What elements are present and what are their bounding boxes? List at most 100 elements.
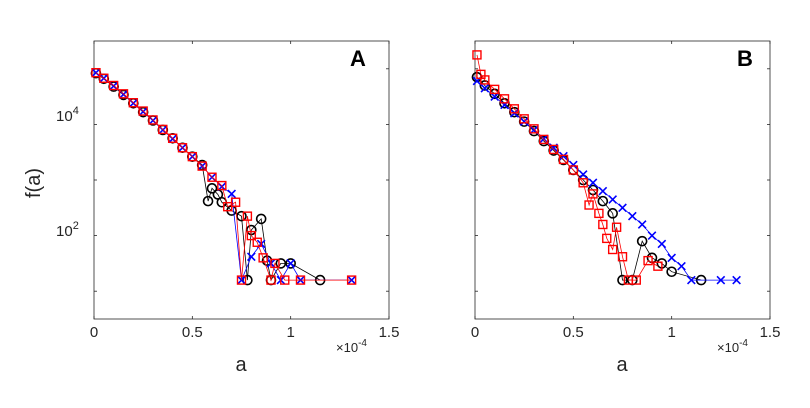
point-square-8 bbox=[167, 133, 178, 144]
point-square-13 bbox=[584, 200, 594, 210]
point-x-24 bbox=[732, 275, 741, 285]
point-x-21 bbox=[677, 261, 686, 271]
x-axis-label-b: a bbox=[616, 354, 628, 376]
point-square-7 bbox=[529, 124, 539, 134]
point-square-1 bbox=[99, 73, 109, 83]
y-tick-base-1e4: 10 bbox=[56, 108, 73, 125]
point-square-15 bbox=[594, 208, 604, 219]
series-line-circle bbox=[476, 76, 702, 281]
point-x-1 bbox=[480, 83, 490, 93]
point-square-19 bbox=[252, 237, 262, 247]
point-x-5 bbox=[519, 117, 529, 126]
point-x-18 bbox=[647, 231, 657, 240]
point-square-4 bbox=[499, 94, 510, 104]
x-tick-label-3: 1.5 bbox=[760, 324, 781, 341]
panel-a: 0 0.5 1 1.5 A a ×10-4 bbox=[90, 40, 400, 376]
plot-area-a bbox=[93, 40, 390, 320]
point-circle-23 bbox=[275, 258, 287, 269]
x-tick-label-2: 1 bbox=[667, 324, 675, 341]
point-circle-12 bbox=[202, 195, 214, 207]
point-circle-14 bbox=[607, 208, 618, 219]
point-x-15 bbox=[618, 203, 627, 213]
point-x-16 bbox=[627, 211, 637, 221]
x-tick-label-1: 0.5 bbox=[182, 324, 203, 341]
point-x-13 bbox=[598, 186, 608, 196]
point-square-2 bbox=[480, 75, 490, 85]
point-x-22 bbox=[347, 275, 356, 285]
point-x-11 bbox=[578, 170, 588, 179]
point-square-5 bbox=[138, 106, 148, 116]
point-square-9 bbox=[177, 143, 188, 153]
point-square-3 bbox=[118, 89, 129, 99]
point-square-24 bbox=[653, 261, 663, 271]
point-x-20 bbox=[286, 259, 296, 268]
point-square-10 bbox=[558, 154, 569, 165]
point-x-20 bbox=[667, 253, 677, 263]
point-square-18 bbox=[246, 230, 257, 241]
point-square-11 bbox=[568, 165, 579, 175]
point-square-22 bbox=[270, 258, 280, 269]
point-square-13 bbox=[217, 180, 227, 191]
point-circle-20 bbox=[255, 213, 267, 225]
point-square-18 bbox=[607, 244, 618, 255]
point-square-3 bbox=[489, 84, 500, 95]
x-tick-label-1: 0.5 bbox=[563, 324, 584, 341]
series-line-square bbox=[476, 54, 659, 281]
series-a bbox=[90, 67, 357, 286]
series-square bbox=[472, 50, 663, 285]
x-axis-label-a: a bbox=[235, 354, 247, 376]
y-tick-exp-1e2: 2 bbox=[73, 220, 79, 232]
series-b bbox=[471, 50, 741, 286]
point-square-9 bbox=[548, 144, 559, 155]
x-multiplier-b: ×10-4 bbox=[717, 338, 748, 355]
y-tick-label-1e2: 102 bbox=[56, 220, 79, 240]
x-multiplier-base-b: ×10 bbox=[717, 340, 739, 355]
point-x-16 bbox=[246, 252, 256, 262]
point-circle-17 bbox=[636, 235, 648, 247]
point-circle-18 bbox=[242, 274, 253, 286]
point-square-22 bbox=[631, 275, 641, 285]
panel-b: 0 0.5 1 1.5 B a ×10-4 bbox=[471, 40, 781, 376]
point-x-14 bbox=[608, 195, 618, 204]
point-square-5 bbox=[509, 104, 520, 114]
point-square-20 bbox=[258, 253, 268, 263]
ticks-a: 0 0.5 1 1.5 bbox=[90, 41, 400, 341]
x-tick-label-2: 1 bbox=[286, 324, 294, 341]
point-square-25 bbox=[346, 275, 357, 285]
point-square-21 bbox=[266, 275, 276, 285]
x-multiplier-exp-a: -4 bbox=[358, 338, 367, 349]
point-square-0 bbox=[472, 50, 482, 60]
point-x-22 bbox=[686, 275, 696, 285]
point-square-2 bbox=[108, 80, 119, 91]
x-tick-label-0: 0 bbox=[471, 324, 479, 341]
y-axis-label: f(a) bbox=[23, 168, 45, 198]
point-circle-20 bbox=[666, 266, 677, 278]
x-multiplier-a: ×10-4 bbox=[336, 338, 367, 355]
point-square-4 bbox=[128, 98, 139, 108]
series-square bbox=[91, 67, 357, 285]
point-square-17 bbox=[602, 233, 612, 244]
point-circle-24 bbox=[285, 258, 296, 269]
point-square-6 bbox=[148, 115, 158, 125]
point-square-17 bbox=[242, 211, 253, 221]
point-square-15 bbox=[230, 197, 241, 207]
point-square-20 bbox=[617, 252, 628, 262]
point-square-11 bbox=[197, 161, 207, 171]
x-tick-label-3: 1.5 bbox=[379, 324, 400, 341]
y-tick-label-1e4: 104 bbox=[56, 105, 79, 125]
x-multiplier-base-a: ×10 bbox=[336, 340, 358, 355]
point-circle-1 bbox=[479, 80, 491, 91]
point-circle-13 bbox=[206, 183, 218, 194]
point-square-10 bbox=[187, 151, 198, 162]
x-multiplier-exp-b: -4 bbox=[739, 338, 748, 349]
point-square-8 bbox=[539, 134, 549, 145]
point-x-23 bbox=[716, 275, 726, 285]
point-circle-15 bbox=[617, 274, 628, 286]
point-square-16 bbox=[598, 219, 608, 230]
point-square-24 bbox=[295, 275, 306, 285]
x-tick-label-0: 0 bbox=[90, 324, 98, 341]
point-square-6 bbox=[519, 114, 529, 124]
panel-label-b: B bbox=[737, 46, 753, 71]
point-square-14 bbox=[588, 189, 598, 199]
